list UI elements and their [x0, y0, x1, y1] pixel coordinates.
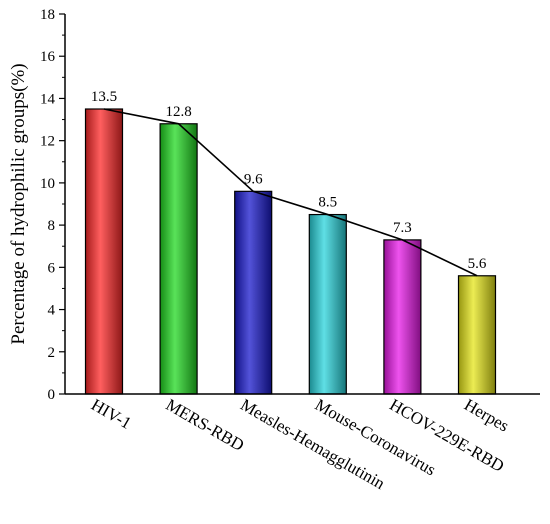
bar-herpes — [457, 275, 497, 395]
trend-line — [103, 108, 478, 277]
bar-hcov-229e-rbd — [383, 239, 422, 395]
y-tick-label: 4 — [48, 303, 56, 319]
category-label: Herpes — [461, 395, 512, 436]
data-labels: 13.5 12.8 9.6 8.5 7.3 5.6 — [91, 89, 487, 272]
data-label: 7.3 — [393, 220, 412, 236]
bars — [84, 108, 497, 395]
y-tick-label: 12 — [40, 134, 55, 150]
data-label: 13.5 — [91, 89, 117, 105]
y-tick-label: 18 — [40, 7, 55, 23]
y-tick-label: 16 — [40, 49, 56, 65]
y-tick-label: 6 — [48, 260, 56, 276]
category-labels: HIV-1 MERS-RBDMeasles-HemagglutininMouse-… — [88, 395, 512, 493]
y-tick-label: 8 — [48, 218, 56, 234]
y-tick-label: 14 — [40, 91, 56, 107]
bar-hiv-1 — [84, 108, 124, 395]
data-label: 9.6 — [244, 171, 263, 187]
data-label: 8.5 — [318, 195, 337, 211]
bar-mouse-coronavirus — [308, 213, 347, 395]
category-label: MERS-RBD — [163, 395, 248, 455]
category-label: HIV-1 — [88, 395, 135, 433]
bar-mers-rbd — [159, 123, 198, 395]
y-tick-label: 10 — [40, 176, 55, 192]
category-label: Mouse-Coronavirus — [312, 395, 439, 479]
data-label: 12.8 — [165, 104, 191, 120]
y-tick-label: 2 — [48, 345, 56, 361]
y-axis-ticks: 0 2 4 6 8 10 12 14 16 18 — [40, 7, 65, 403]
bar-measles-hemagglutinin — [234, 190, 273, 395]
data-label: 5.6 — [468, 256, 487, 272]
y-tick-label: 0 — [48, 387, 56, 403]
y-axis-title: Percentage of hydrophilic groups(%) — [8, 63, 29, 344]
